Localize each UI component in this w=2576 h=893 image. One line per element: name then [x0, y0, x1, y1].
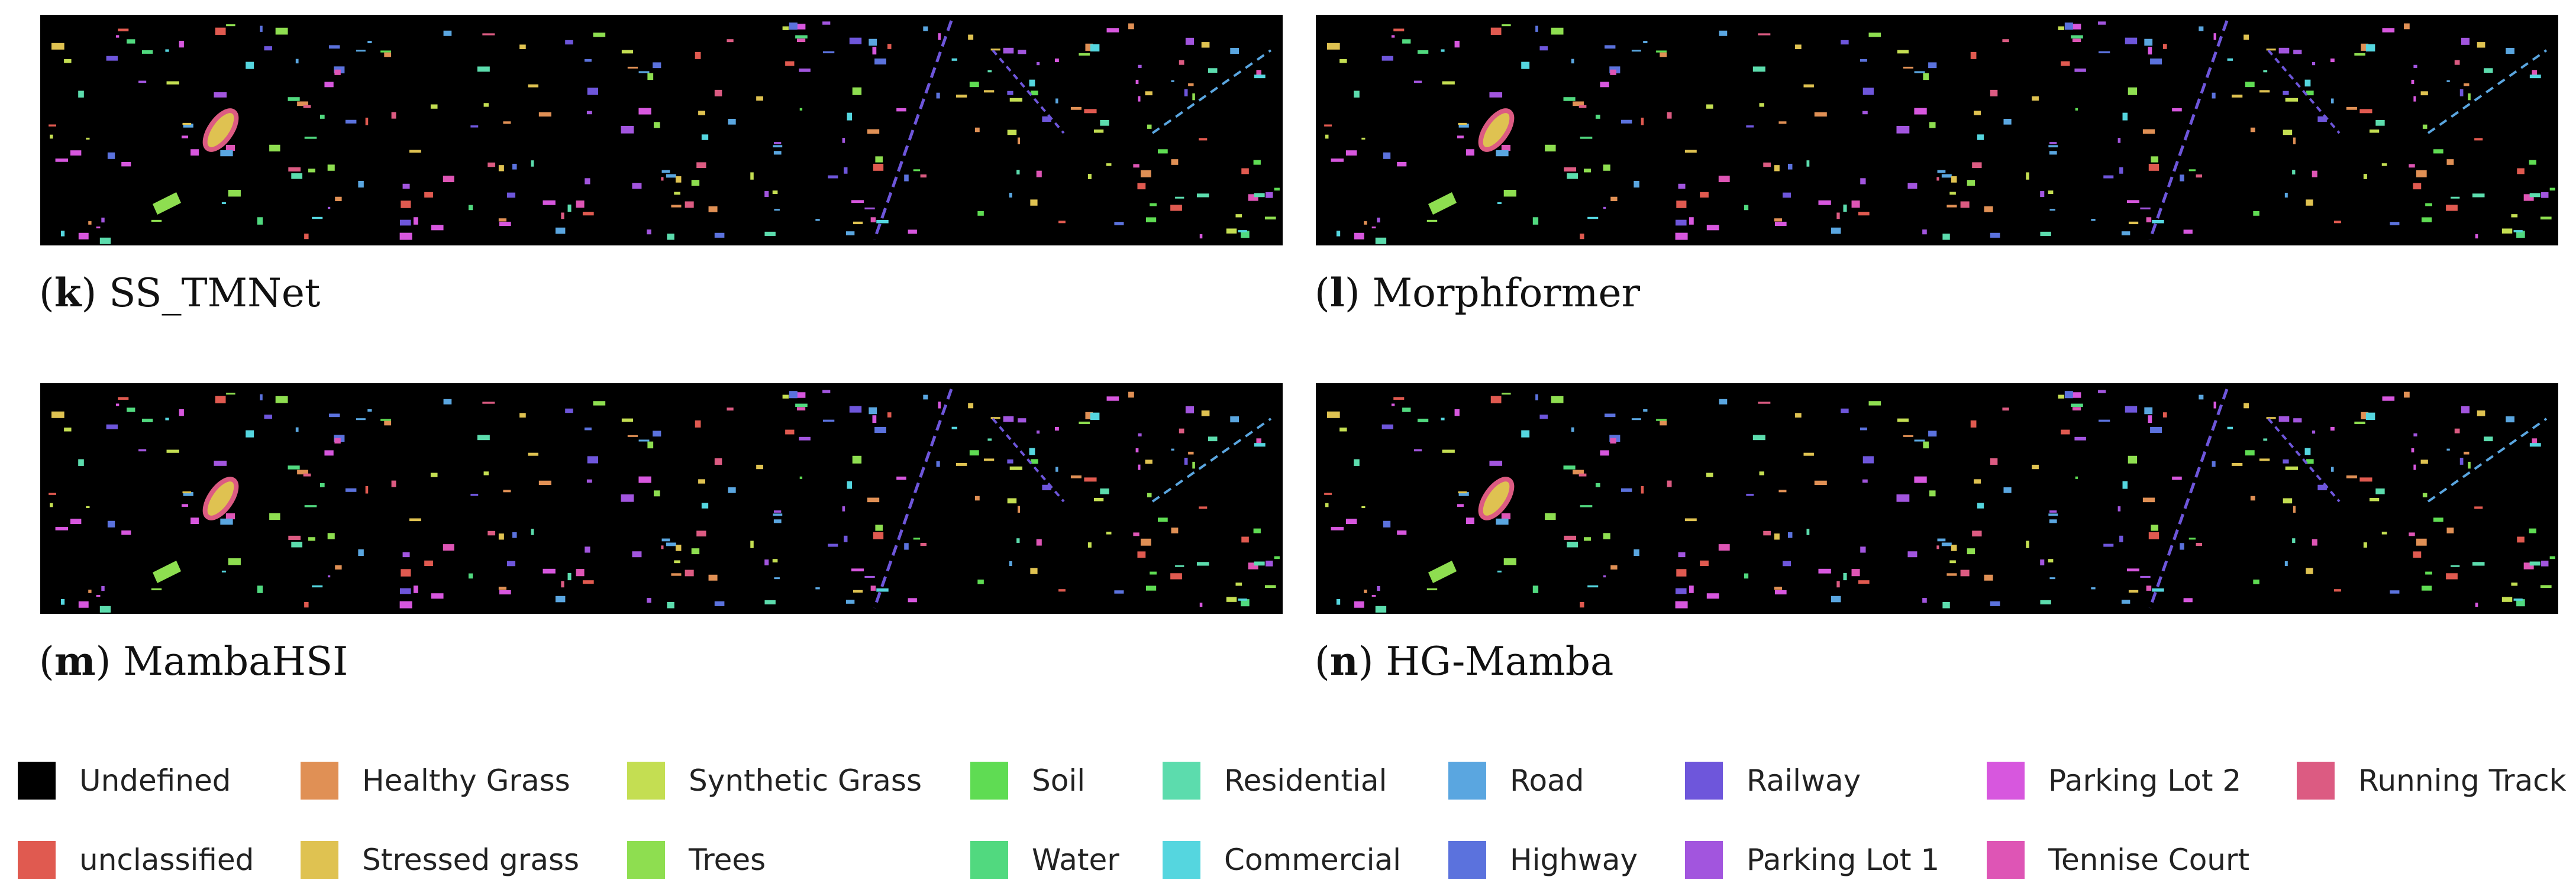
legend-label: Residential [1224, 763, 1387, 798]
legend-item: Road [1448, 762, 1584, 800]
legend-swatch [1685, 762, 1723, 800]
legend-label: Road [1510, 763, 1584, 798]
legend-label: Parking Lot 1 [1747, 843, 1940, 877]
legend-item: Parking Lot 1 [1685, 841, 1939, 879]
caption-k: (k) SS_TMNet [39, 270, 321, 316]
legend-item: Trees [627, 841, 766, 879]
legend-label: Highway [1510, 843, 1638, 877]
legend-item: Highway [1448, 841, 1638, 879]
legend-item: Commercial [1163, 841, 1401, 879]
legend-swatch [2297, 762, 2335, 800]
caption-m: (m) MambaHSI [39, 638, 348, 684]
classification-map-n [1316, 383, 2558, 614]
legend-swatch [301, 762, 338, 800]
legend-swatch [1163, 762, 1200, 800]
classification-map-k [40, 15, 1283, 245]
legend-swatch [1448, 841, 1486, 879]
legend-swatch [1448, 762, 1486, 800]
legend-swatch [1685, 841, 1723, 879]
legend-swatch [970, 841, 1008, 879]
legend-swatch [1987, 841, 2025, 879]
classification-map-m [40, 383, 1283, 614]
legend-swatch [627, 841, 665, 879]
legend-item: Railway [1685, 762, 1861, 800]
legend-item: Healthy Grass [301, 762, 570, 800]
legend-label: Commercial [1224, 843, 1402, 877]
legend-item: Synthetic Grass [627, 762, 922, 800]
legend-item: Residential [1163, 762, 1387, 800]
legend-item: Soil [970, 762, 1085, 800]
legend-label: Stressed grass [362, 843, 580, 877]
legend-item: Stressed grass [301, 841, 579, 879]
legend-label: Undefined [79, 763, 231, 798]
legend-item: Running Track [2297, 762, 2567, 800]
legend-label: Soil [1032, 763, 1086, 798]
classification-map-l [1316, 15, 2558, 245]
legend-label: Tennise Court [2048, 843, 2250, 877]
legend-swatch [18, 762, 56, 800]
legend-item: unclassified [18, 841, 254, 879]
legend-item: Parking Lot 2 [1987, 762, 2241, 800]
legend-label: Synthetic Grass [689, 763, 922, 798]
legend-label: Parking Lot 2 [2048, 763, 2242, 798]
legend-swatch [18, 841, 56, 879]
legend-swatch [1163, 841, 1200, 879]
legend-swatch [627, 762, 665, 800]
legend-item: Tennise Court [1987, 841, 2249, 879]
legend-item: Undefined [18, 762, 231, 800]
legend-label: Running Track [2358, 763, 2567, 798]
legend-label: unclassified [79, 843, 254, 877]
legend-swatch [970, 762, 1008, 800]
legend-item: Water [970, 841, 1119, 879]
legend-swatch [1987, 762, 2025, 800]
legend-label: Trees [689, 843, 766, 877]
caption-l: (l) Morphformer [1315, 270, 1641, 316]
legend-swatch [301, 841, 338, 879]
legend-label: Healthy Grass [362, 763, 570, 798]
legend-label: Railway [1747, 763, 1861, 798]
legend-label: Water [1032, 843, 1119, 877]
caption-n: (n) HG-Mamba [1315, 638, 1614, 684]
